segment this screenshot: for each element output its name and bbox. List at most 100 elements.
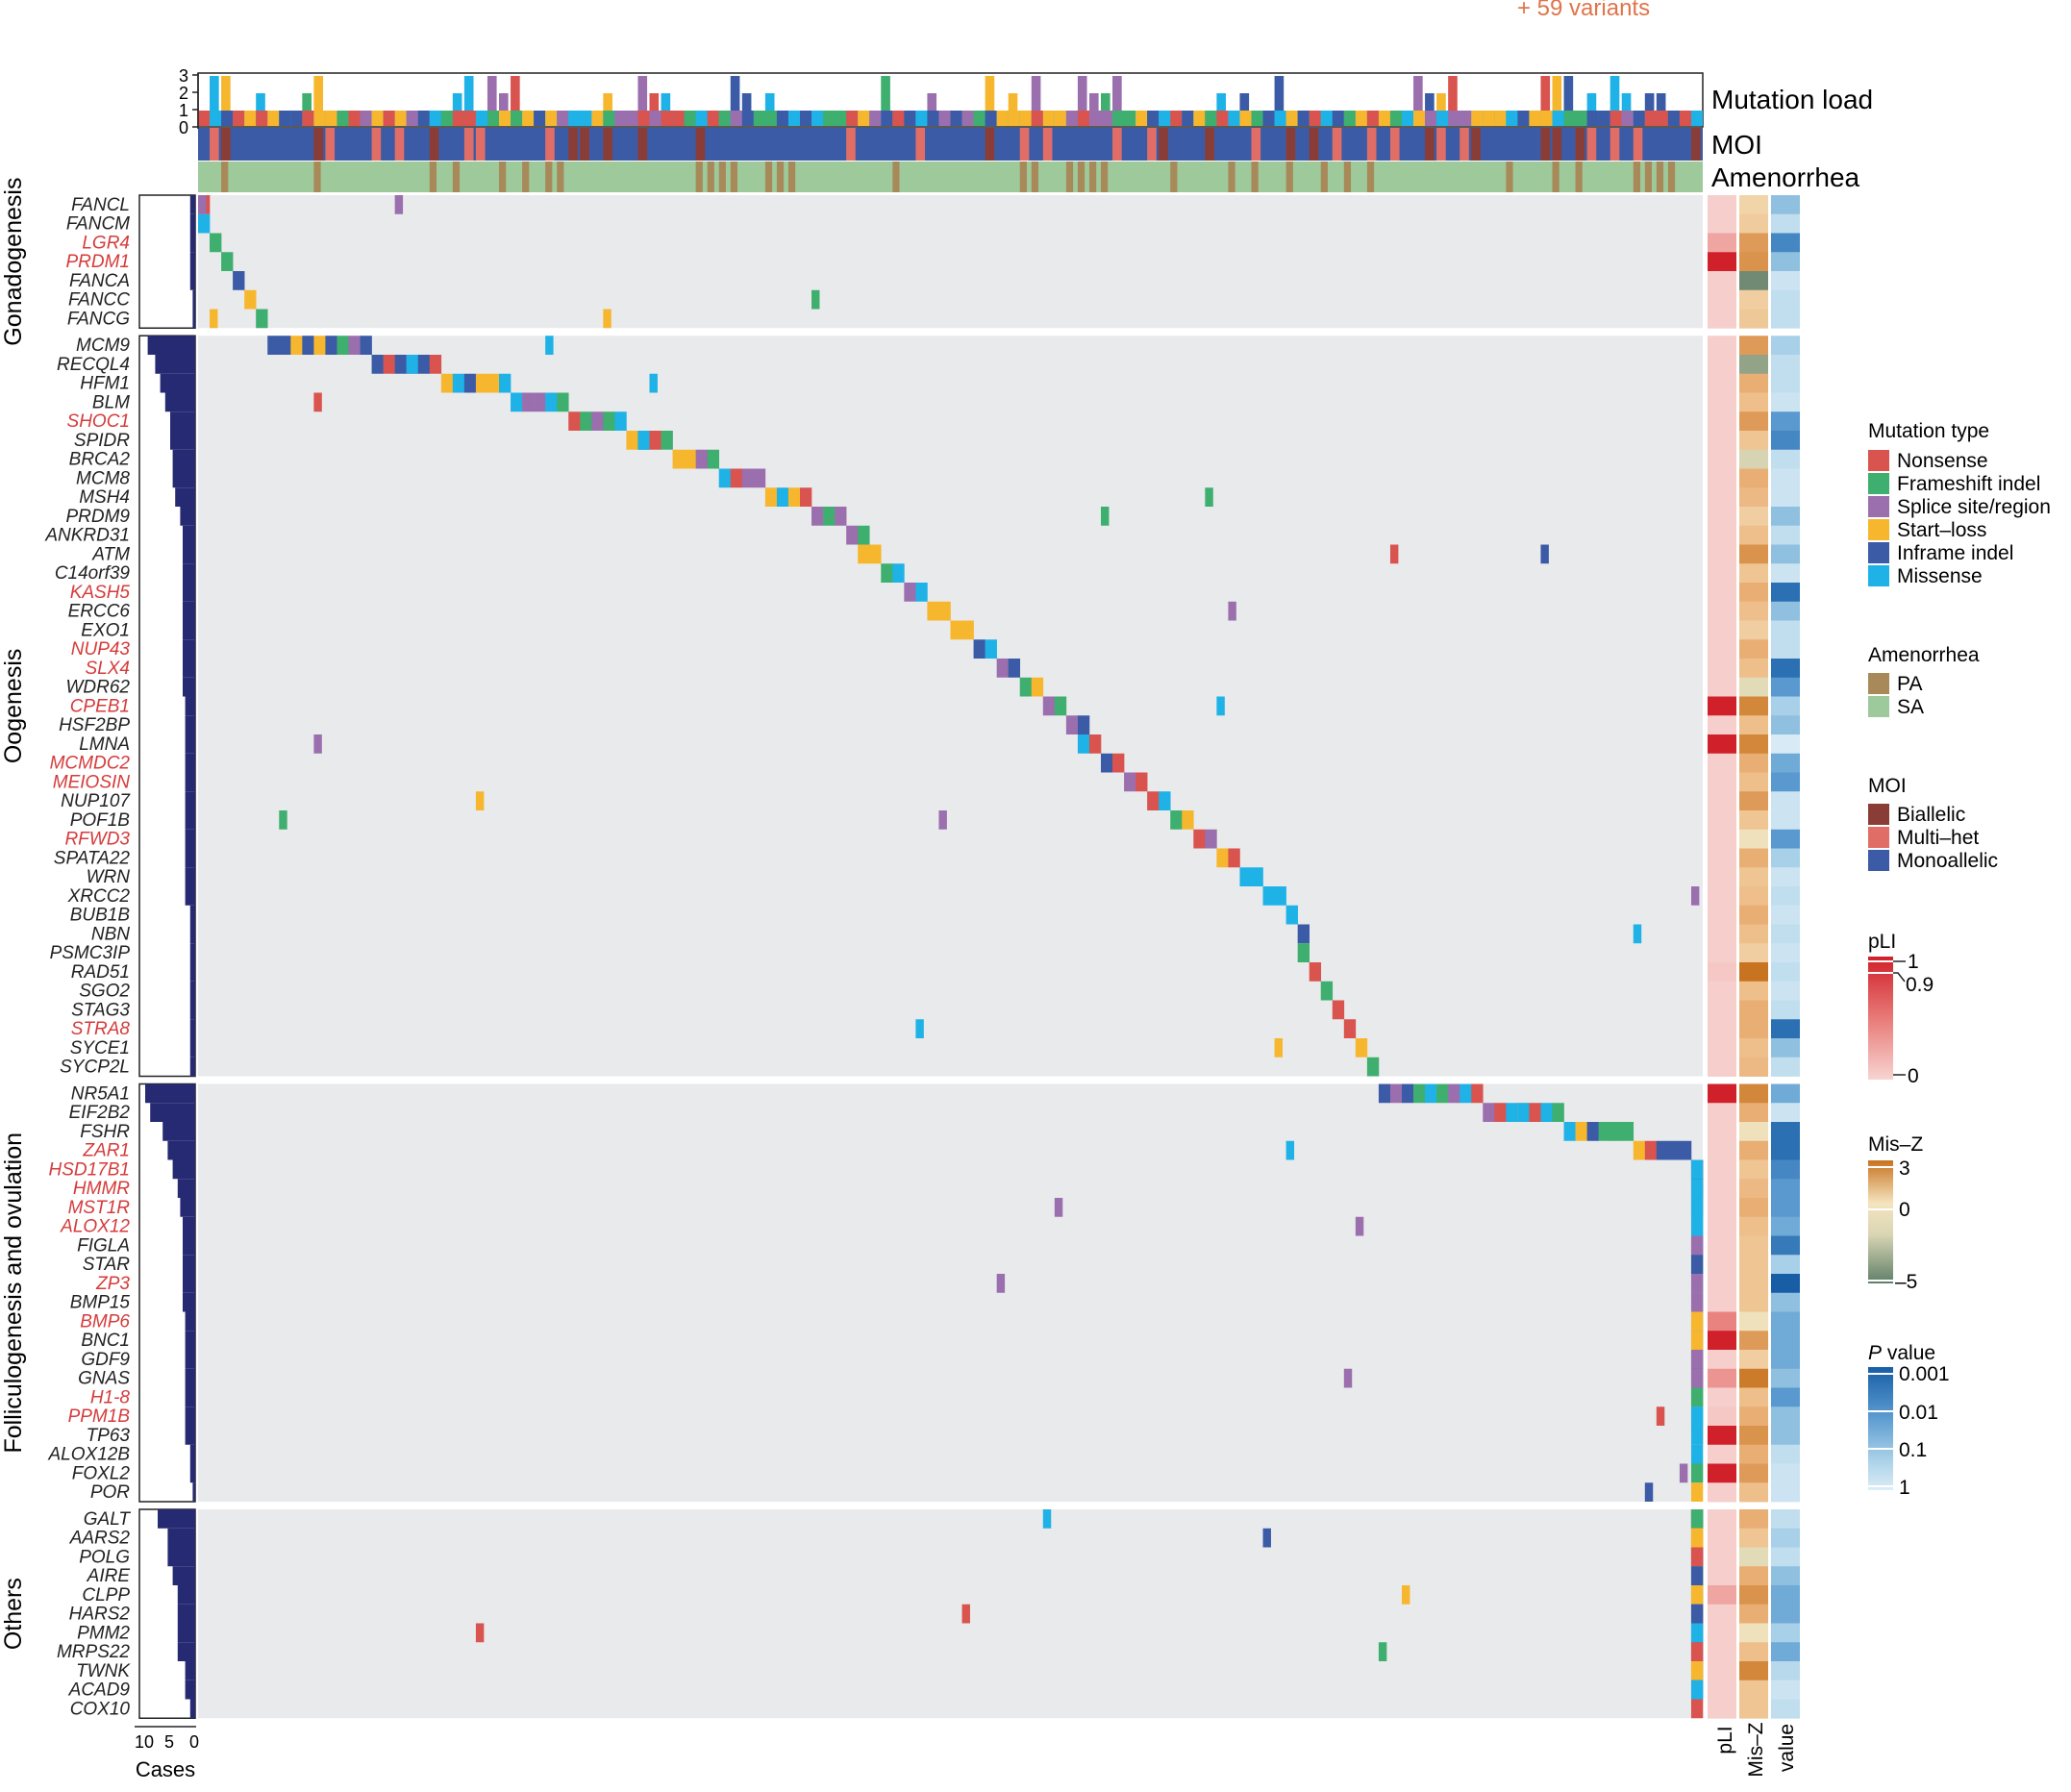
mutation-cell (348, 336, 361, 355)
mutation-cell (545, 392, 558, 412)
pli-cell (1708, 1444, 1736, 1464)
mutation-cell (1077, 715, 1090, 734)
amenorrhea-cell (557, 162, 564, 192)
mutation-cell (1077, 734, 1090, 754)
load-cell (244, 111, 257, 126)
cases-bar (183, 1235, 195, 1256)
moi-cell (429, 128, 439, 161)
load-cell (626, 111, 638, 126)
load-cell (440, 111, 453, 126)
load-cell (846, 111, 859, 126)
gene-label: NUP107 (61, 791, 131, 811)
misz-cell (1739, 233, 1768, 253)
pli-cell (1708, 583, 1736, 603)
pvalue-cell (1771, 905, 1800, 925)
misz-cell (1739, 1426, 1768, 1446)
mutation-cell (626, 431, 638, 450)
gene-label: XRCC2 (67, 886, 131, 907)
cases-tick: 10 (135, 1732, 154, 1752)
legend-title: MOI (1868, 775, 1907, 797)
load-cell (487, 76, 497, 111)
gene-label: MCM8 (76, 468, 130, 488)
mutation-cell (938, 810, 947, 830)
mutation-cell (1690, 1623, 1704, 1643)
mutation-cell (1147, 791, 1160, 810)
gene-label: POR (90, 1482, 130, 1503)
gene-label: H1-8 (90, 1387, 131, 1407)
load-cell (1065, 111, 1078, 126)
pvalue-cell (1771, 1311, 1800, 1332)
pvalue-cell (1771, 392, 1800, 412)
cases-axis: 10 5 0 Cases (135, 1726, 199, 1781)
mutation-cell (1586, 1122, 1599, 1141)
pli-cell (1708, 1083, 1736, 1104)
misz-cell (1739, 336, 1768, 356)
mutation-cell (776, 487, 789, 507)
misz-cell (1739, 373, 1768, 393)
moi-cell (475, 128, 486, 161)
pli-cell (1708, 1159, 1736, 1180)
legend-title: Mutation type (1868, 420, 1989, 442)
cases-bar (167, 1547, 195, 1567)
mutation-cell (1366, 1057, 1380, 1077)
load-cell (661, 111, 673, 126)
load-cell (684, 111, 696, 126)
load-cell (637, 111, 650, 126)
mutation-cell (1216, 696, 1225, 716)
panel-background (198, 1083, 1703, 1502)
load-cell (371, 111, 384, 126)
mutation-cell (475, 373, 488, 393)
load-cell (511, 111, 523, 126)
misz-cell (1739, 525, 1768, 545)
mutation-cell (1690, 1159, 1704, 1180)
mutation-cell (1690, 1198, 1704, 1217)
mutation-cell (869, 544, 882, 564)
load-cell (672, 111, 685, 126)
mutation-load-axis: 3 2 1 0 (179, 66, 199, 137)
misz-cell (1739, 810, 1768, 831)
pli-cell (1708, 487, 1736, 508)
load-cell (383, 111, 395, 126)
moi-cell (1042, 128, 1053, 161)
load-cell (429, 111, 441, 126)
mutation-cell (1159, 791, 1171, 810)
gene-annotation-columns (1708, 195, 1800, 1719)
load-cell (1216, 93, 1227, 111)
pvalue-cell (1771, 1198, 1800, 1218)
moi-cell (915, 128, 926, 161)
mutation-cell (1135, 772, 1148, 792)
load-cell (869, 111, 882, 126)
mutation-cell (1540, 1103, 1553, 1122)
cases-bar (189, 1463, 195, 1483)
group-label: Others (0, 1578, 27, 1650)
mutation-cell (1262, 886, 1275, 906)
pvalue-cell (1771, 791, 1800, 811)
gene-label: MSH4 (79, 487, 130, 508)
pli-cell (1708, 1216, 1736, 1236)
mutation-load-track (197, 72, 1704, 128)
misz-cell (1739, 886, 1768, 907)
misz-cell (1739, 468, 1768, 488)
load-cell (279, 111, 291, 126)
pli-cell (1708, 1311, 1736, 1332)
pvalue-cell (1771, 1566, 1800, 1586)
mutation-cell (1274, 1038, 1284, 1058)
mutation-cell (881, 563, 893, 583)
load-cell (1540, 76, 1551, 111)
cases-bar (183, 544, 195, 564)
misz-cell (1739, 583, 1768, 603)
gene-label: PRDM9 (65, 507, 130, 527)
load-cell (1413, 76, 1423, 111)
pli-tick: 0.9 (1906, 974, 1934, 996)
mutation-cell (534, 392, 546, 412)
mutation-cell (1609, 1122, 1623, 1141)
legend-swatch (1868, 542, 1889, 563)
misz-cell (1739, 1482, 1768, 1503)
group-labels: Gonadogenesis Oogenesis Folliculogenesis a… (0, 178, 27, 1651)
pvalue-cell (1771, 1122, 1800, 1142)
gene-label: CLPP (82, 1585, 130, 1605)
gene-label: WRN (87, 867, 131, 887)
load-cell (904, 111, 916, 126)
